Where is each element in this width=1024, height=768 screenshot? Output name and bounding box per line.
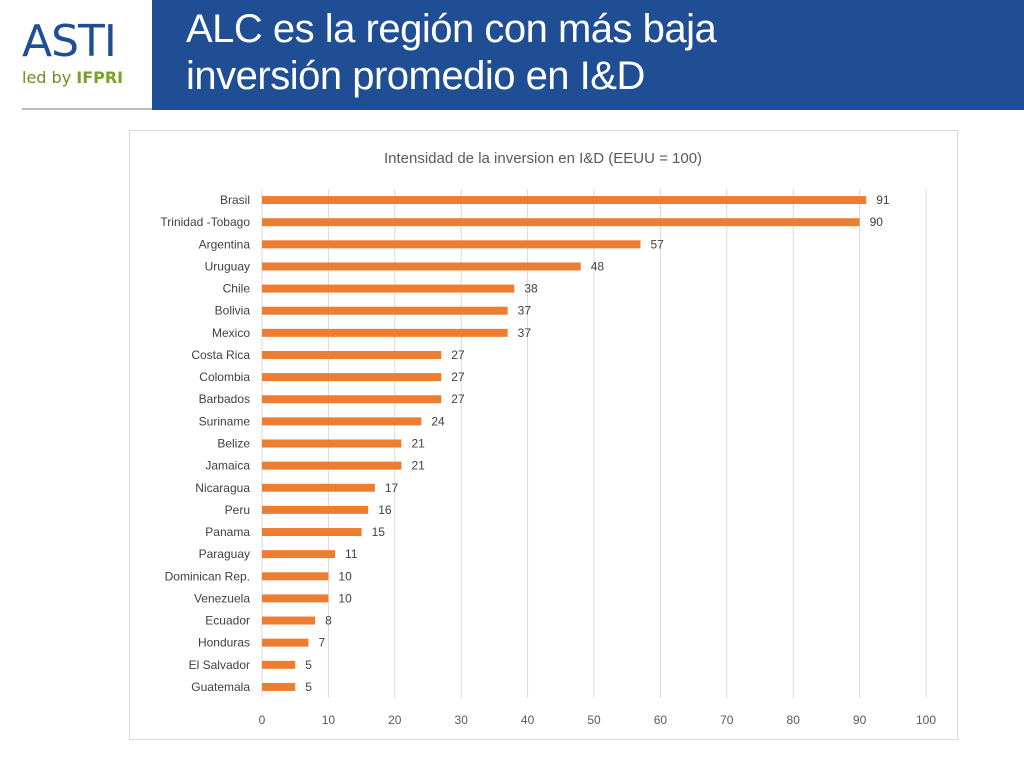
logo-led-by: led by — [22, 68, 77, 87]
data-label: 27 — [451, 348, 465, 362]
chart-container: Intensidad de la inversion en I&D (EEUU … — [129, 130, 958, 740]
category-label: Peru — [225, 503, 250, 517]
data-label: 27 — [451, 392, 465, 406]
data-label: 37 — [518, 304, 532, 318]
data-label: 27 — [451, 370, 465, 384]
logo-wordmark: ASTI — [22, 16, 117, 67]
bar — [262, 660, 296, 669]
logo-divider — [22, 108, 152, 110]
x-tick-label: 40 — [521, 713, 535, 727]
category-label: Trinidad -Tobago — [160, 215, 250, 229]
category-label: Paraguay — [199, 547, 250, 561]
data-label: 10 — [338, 591, 352, 605]
category-label: Brasil — [220, 193, 250, 207]
bar — [262, 439, 402, 448]
data-label: 90 — [870, 215, 884, 229]
data-label: 21 — [411, 459, 425, 473]
data-label: 37 — [518, 326, 532, 340]
data-label: 21 — [411, 437, 425, 451]
bar — [262, 528, 362, 537]
x-tick-label: 20 — [388, 713, 402, 727]
category-label: Suriname — [199, 414, 251, 428]
bar — [262, 284, 515, 293]
bar — [262, 638, 309, 647]
data-label: 48 — [591, 259, 605, 273]
bar — [262, 240, 641, 249]
slide-title-line-1: ALC es la región con más baja — [186, 7, 717, 51]
data-label: 17 — [385, 481, 399, 495]
category-label: Ecuador — [205, 614, 250, 628]
category-label: Colombia — [199, 370, 250, 384]
data-label: 5 — [305, 680, 312, 694]
chart-title: Intensidad de la inversion en I&D (EEUU … — [384, 150, 702, 167]
bar — [262, 616, 316, 625]
bar-chart: Intensidad de la inversion en I&D (EEUU … — [160, 150, 936, 727]
bar — [262, 373, 442, 382]
data-label: 7 — [318, 636, 325, 650]
slide-title: ALC es la región con más baja inversión … — [186, 6, 717, 100]
data-label: 24 — [431, 414, 445, 428]
x-tick-label: 100 — [916, 713, 936, 727]
bar — [262, 572, 329, 581]
x-tick-label: 60 — [654, 713, 668, 727]
data-label: 57 — [650, 237, 664, 251]
category-label: Bolivia — [215, 304, 251, 318]
category-label: Belize — [217, 437, 250, 451]
x-tick-label: 70 — [720, 713, 734, 727]
category-label: Guatemala — [191, 680, 250, 694]
data-label: 10 — [338, 569, 352, 583]
x-tick-label: 30 — [455, 713, 469, 727]
bar — [262, 483, 375, 492]
x-tick-label: 10 — [322, 713, 336, 727]
category-label: Jamaica — [205, 459, 250, 473]
bar — [262, 594, 329, 603]
category-label: Venezuela — [194, 591, 250, 605]
data-label: 8 — [325, 614, 332, 628]
logo-tagline: led by IFPRI — [22, 68, 123, 87]
title-banner: ALC es la región con más baja inversión … — [152, 0, 1024, 110]
data-label: 15 — [372, 525, 386, 539]
bar — [262, 262, 581, 271]
bar — [262, 350, 442, 359]
category-label: Costa Rica — [191, 348, 250, 362]
category-label: Chile — [223, 282, 251, 296]
bar — [262, 505, 369, 514]
category-label: Argentina — [199, 237, 251, 251]
data-label: 5 — [305, 658, 312, 672]
bar — [262, 196, 867, 205]
x-tick-label: 50 — [587, 713, 601, 727]
data-label: 91 — [876, 193, 890, 207]
category-label: Honduras — [198, 636, 250, 650]
x-tick-label: 90 — [853, 713, 867, 727]
category-label: El Salvador — [189, 658, 250, 672]
x-tick-label: 80 — [787, 713, 801, 727]
bar — [262, 461, 402, 470]
category-label: Uruguay — [205, 259, 250, 273]
bar — [262, 417, 422, 426]
bar — [262, 682, 296, 691]
category-label: Barbados — [199, 392, 250, 406]
data-label: 38 — [524, 282, 538, 296]
category-label: Mexico — [212, 326, 250, 340]
data-label: 11 — [345, 547, 358, 561]
bar — [262, 550, 336, 559]
slide-title-line-2: inversión promedio en I&D — [186, 54, 645, 98]
logo-brand: IFPRI — [76, 68, 124, 87]
category-label: Dominican Rep. — [165, 569, 250, 583]
bar — [262, 395, 442, 404]
category-label: Nicaragua — [195, 481, 250, 495]
category-label: Panama — [205, 525, 250, 539]
bar — [262, 328, 508, 337]
data-label: 16 — [378, 503, 392, 517]
x-tick-label: 0 — [259, 713, 266, 727]
bar — [262, 218, 860, 227]
bar — [262, 306, 508, 315]
asti-logo: ASTI led by IFPRI — [0, 0, 152, 110]
